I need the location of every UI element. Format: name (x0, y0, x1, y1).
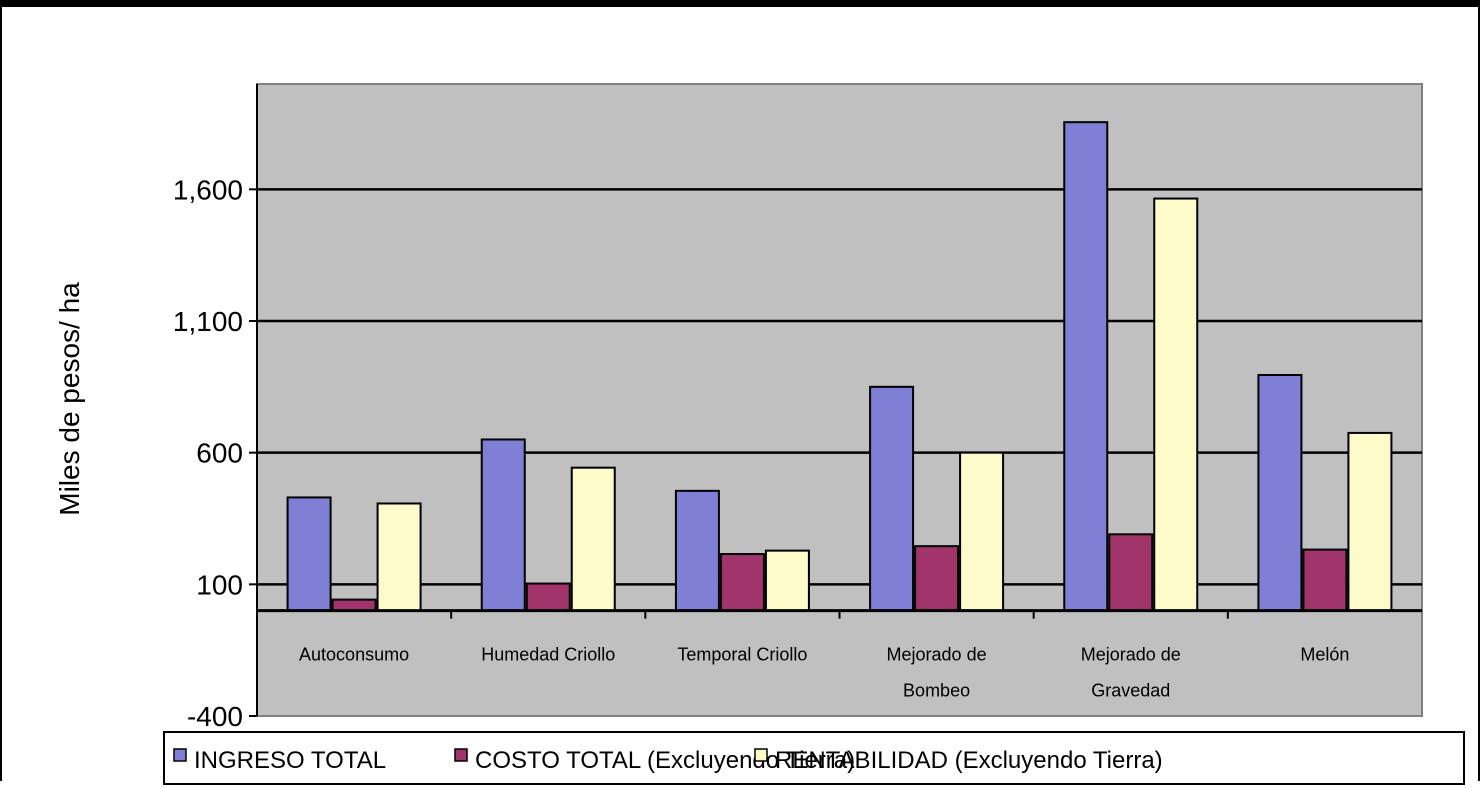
bar (480, 438, 526, 612)
legend-swatch (173, 748, 187, 762)
bar-chart: -400 100 600 1,100 1,600 Autoconsumo Humedad C… (54, 83, 1465, 785)
y-tick-label: 600 (196, 438, 243, 469)
legend-box (163, 731, 1465, 785)
axes (249, 84, 1422, 717)
legend-swatch (454, 748, 468, 762)
y-axis-label: Miles de pesos/ ha (54, 282, 85, 516)
x-category-label: Mejorado de (887, 645, 987, 665)
y-tick-label: 1,600 (173, 174, 243, 205)
bar (286, 496, 332, 612)
legend-swatch (754, 748, 768, 762)
bar (914, 545, 960, 612)
x-category-label: Gravedad (1091, 681, 1170, 701)
x-category-label: Temporal Criollo (677, 645, 807, 665)
bar (1302, 548, 1348, 612)
y-tick-label: -400 (187, 701, 243, 732)
legend-entry-label: INGRESO TOTAL (194, 747, 386, 774)
x-category-label: Melón (1300, 645, 1349, 665)
legend-entry-label: COSTO TOTAL (Excluyendo Tierra) (475, 747, 855, 774)
bar (1063, 121, 1109, 612)
y-tick-label: 100 (196, 569, 243, 600)
bar (719, 553, 765, 612)
bars (286, 121, 1393, 612)
bar (376, 502, 422, 612)
x-category-label: Autoconsumo (299, 645, 409, 665)
plot-area (256, 83, 1423, 717)
bar (1153, 197, 1199, 612)
bar (525, 582, 571, 612)
bar (1108, 533, 1154, 612)
bar (869, 385, 915, 612)
bar (570, 466, 616, 612)
bar (764, 549, 810, 612)
x-category-label: Mejorado de (1081, 645, 1181, 665)
x-category-label: Humedad Criollo (481, 645, 615, 665)
legend: INGRESO TOTAL COSTO TOTAL (Excluyendo Tie… (163, 731, 1465, 785)
labels: -400 100 600 1,100 1,600 Autoconsumo Humedad C… (173, 174, 1350, 732)
gridlines (257, 188, 1422, 586)
bar (674, 489, 720, 612)
bar (1347, 431, 1393, 612)
legend-entry-label: RENTABILIDAD (Excluyendo Tierra) (775, 747, 1163, 774)
bar (331, 598, 377, 612)
x-category-label: Bombeo (903, 681, 970, 701)
bar (1257, 373, 1303, 612)
y-tick-label: 1,100 (173, 306, 243, 337)
bar (959, 451, 1005, 612)
